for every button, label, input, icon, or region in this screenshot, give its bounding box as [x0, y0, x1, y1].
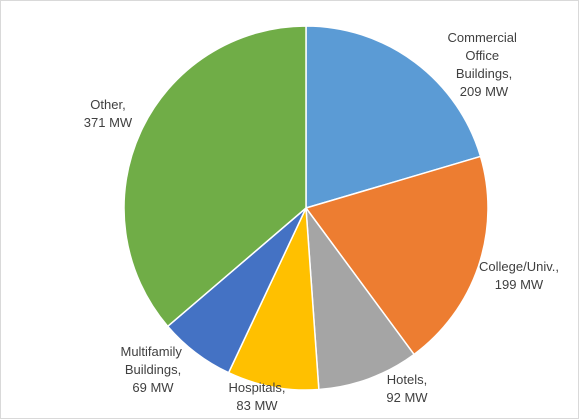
slice-category-label: Hospitals, — [228, 380, 285, 395]
pie-slice — [227, 205, 320, 391]
slice-category-label: College/Univ., — [479, 259, 559, 274]
slice-value-label: 199 MW — [495, 277, 544, 292]
pie-slice — [123, 25, 307, 328]
slice-category-label: Commercial Office Buildings, — [448, 30, 521, 81]
slice-value-label: 83 MW — [236, 398, 278, 413]
slice-value-label: 92 MW — [386, 390, 428, 405]
slice-value-label: 69 MW — [132, 380, 174, 395]
pie-slice — [304, 155, 489, 356]
pie-slice — [305, 205, 416, 391]
slice-category-label: Other, — [90, 97, 125, 112]
pie-slice — [305, 25, 482, 210]
slice-value-label: 371 MW — [84, 115, 133, 130]
slice-value-label: 209 MW — [460, 84, 509, 99]
slice-category-label: Hotels, — [387, 372, 427, 387]
slice-category-label: Multifamily Buildings, — [120, 344, 185, 377]
